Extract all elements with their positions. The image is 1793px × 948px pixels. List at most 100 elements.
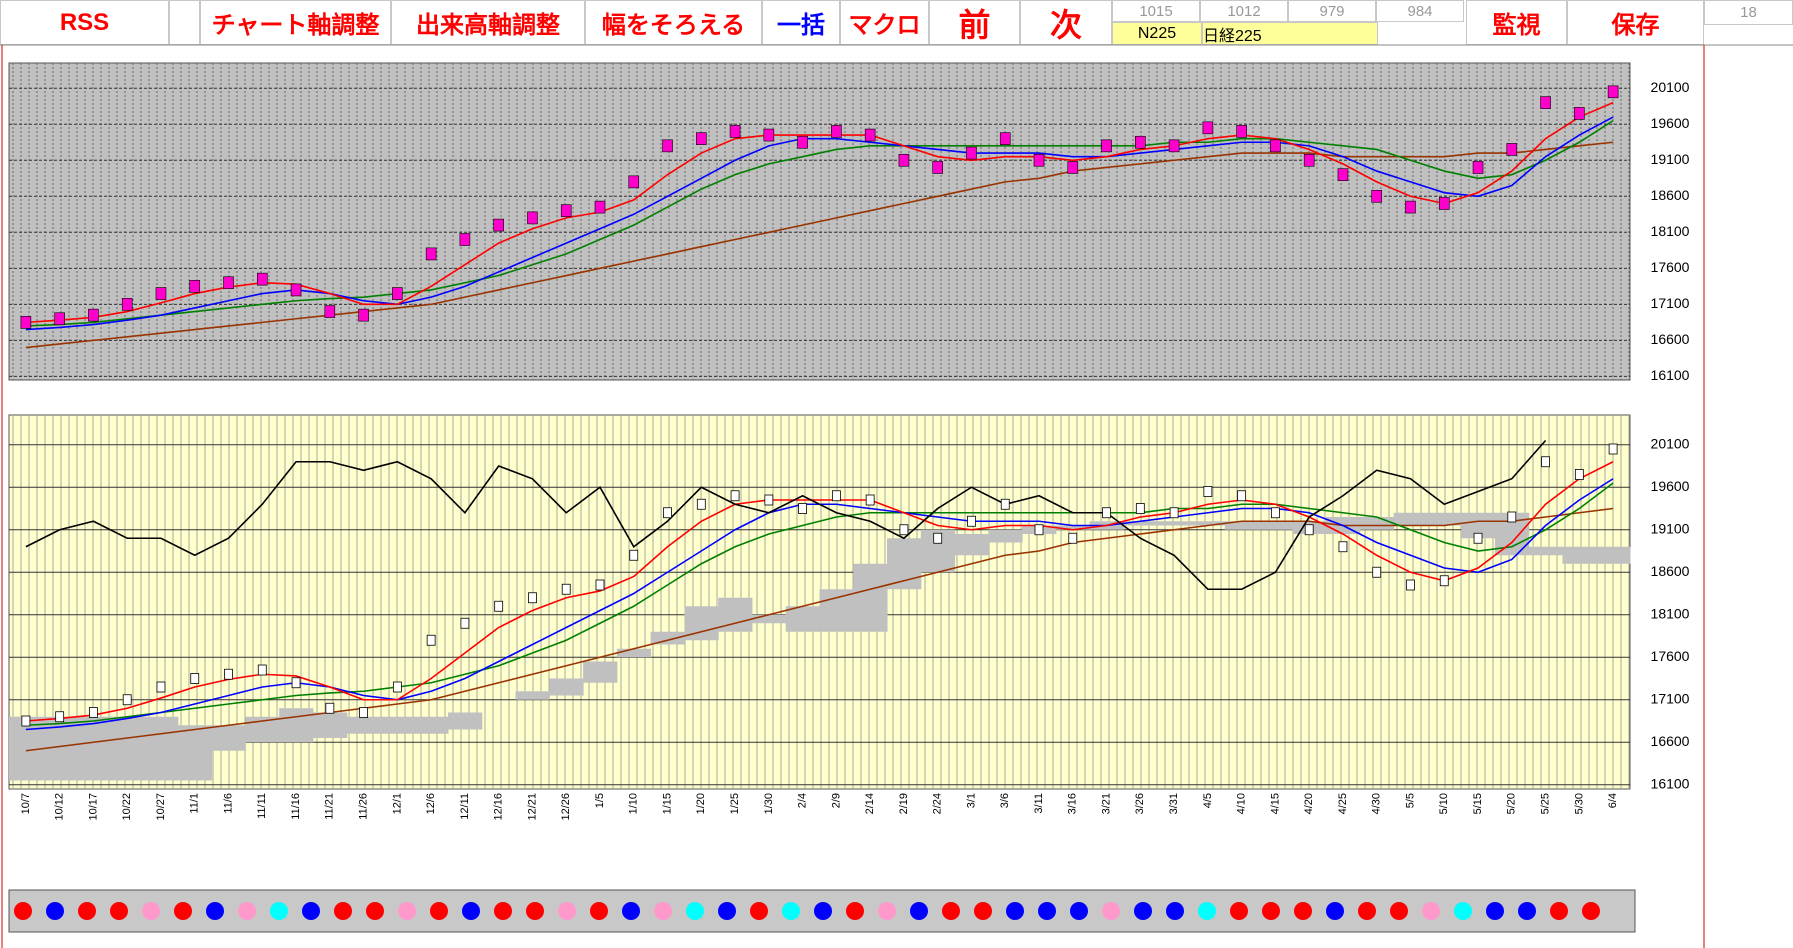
- close-mark: [54, 312, 65, 326]
- cloud: [751, 614, 787, 624]
- x-tick-label: 11/26: [358, 793, 370, 820]
- close-mark: [1067, 161, 1079, 174]
- signal-dot: [654, 902, 672, 920]
- signal-dot: [1166, 902, 1184, 920]
- signal-dot: [1550, 902, 1568, 920]
- signal-dot: [590, 902, 608, 920]
- toolbar-button[interactable]: 次: [1020, 0, 1112, 45]
- save-button[interactable]: 保存: [1567, 0, 1704, 45]
- x-tick-label: 2/24: [932, 793, 944, 814]
- close-mark: [1237, 490, 1247, 502]
- signal-dot: [110, 902, 128, 920]
- y-tick-label: 18600: [1651, 187, 1690, 203]
- y-tick-label: 18100: [1651, 605, 1690, 621]
- close-mark: [190, 673, 200, 684]
- cloud: [1123, 521, 1158, 526]
- y-tick-label: 16100: [1651, 775, 1690, 791]
- y-tick-label: 18600: [1651, 563, 1690, 579]
- y-tick-label: 16600: [1651, 733, 1690, 749]
- signal-dot: [270, 902, 288, 920]
- close-mark: [798, 503, 808, 514]
- close-mark: [1473, 532, 1483, 544]
- close-mark: [628, 175, 640, 189]
- close-mark: [392, 681, 402, 693]
- close-mark: [189, 280, 201, 293]
- cloud: [515, 691, 550, 700]
- x-tick-label: 1/10: [628, 793, 640, 814]
- blank-cell: [169, 0, 200, 45]
- counter-cell: 18: [1704, 0, 1793, 25]
- close-mark: [1202, 121, 1214, 135]
- toolbar-button[interactable]: 一括: [762, 0, 840, 45]
- x-tick-label: 2/4: [797, 793, 809, 808]
- signal-dot: [1358, 902, 1376, 920]
- x-tick-label: 1/30: [763, 793, 775, 814]
- signal-dot: [558, 902, 576, 920]
- cloud: [650, 631, 685, 645]
- signal-dot: [686, 902, 704, 920]
- close-mark: [1608, 443, 1618, 455]
- close-mark: [1135, 135, 1146, 149]
- close-mark: [932, 161, 943, 174]
- close-mark: [899, 524, 909, 536]
- cloud: [583, 661, 618, 683]
- signal-dot: [398, 902, 416, 920]
- close-mark: [155, 287, 167, 300]
- x-tick-label: 12/11: [459, 793, 471, 820]
- close-mark: [1271, 507, 1280, 519]
- close-mark: [831, 125, 842, 138]
- close-mark: [224, 668, 233, 680]
- toolbar-button[interactable]: チャート軸調整: [200, 0, 391, 45]
- close-mark: [21, 715, 31, 727]
- signal-dot: [782, 902, 800, 920]
- signal-dot: [750, 902, 768, 920]
- close-mark: [1439, 575, 1449, 587]
- y-tick-label: 16100: [1651, 367, 1690, 383]
- signal-dot: [462, 902, 480, 920]
- close-mark: [358, 308, 369, 322]
- signal-dot: [1262, 902, 1280, 920]
- close-mark: [1438, 197, 1450, 210]
- series-line: [25, 119, 1614, 327]
- signal-dot: [1390, 902, 1408, 920]
- close-mark: [425, 247, 437, 261]
- close-mark: [223, 276, 234, 290]
- y-tick-label: 17600: [1651, 648, 1690, 664]
- close-mark: [459, 233, 471, 246]
- close-mark: [1405, 200, 1416, 214]
- signal-dot: [1582, 902, 1600, 920]
- cloud: [177, 725, 213, 781]
- cloud: [853, 563, 888, 632]
- signal-dot: [942, 902, 960, 920]
- close-mark: [595, 579, 605, 591]
- cloud: [1190, 521, 1226, 526]
- toolbar-button[interactable]: RSS: [0, 0, 169, 45]
- value-cell: 1015: [1112, 0, 1200, 22]
- signal-dot: [622, 902, 640, 920]
- cloud: [785, 606, 820, 632]
- x-tick-label: 4/5: [1202, 793, 1214, 808]
- close-mark: [1169, 507, 1179, 519]
- x-tick-label: 10/22: [121, 793, 133, 821]
- close-mark: [561, 583, 571, 595]
- signal-dot: [1486, 902, 1504, 920]
- signal-dot: [846, 902, 864, 920]
- close-mark: [460, 617, 470, 629]
- close-mark: [764, 494, 774, 506]
- cloud: [819, 589, 854, 632]
- series-line: [25, 439, 1547, 591]
- close-mark: [629, 549, 639, 561]
- signal-dot: [1326, 902, 1344, 920]
- signal-dot: [334, 902, 352, 920]
- signal-dot: [1070, 902, 1088, 920]
- x-tick-label: 12/26: [560, 793, 572, 821]
- signal-dot: [142, 902, 160, 920]
- signal-dot: [1518, 902, 1536, 920]
- close-mark: [291, 677, 301, 689]
- signal-dot: [878, 902, 896, 920]
- signal-dot: [1198, 902, 1216, 920]
- x-tick-label: 4/25: [1337, 793, 1349, 814]
- x-tick-label: 5/5: [1404, 793, 1416, 808]
- cloud: [549, 678, 584, 696]
- close-mark: [20, 316, 32, 329]
